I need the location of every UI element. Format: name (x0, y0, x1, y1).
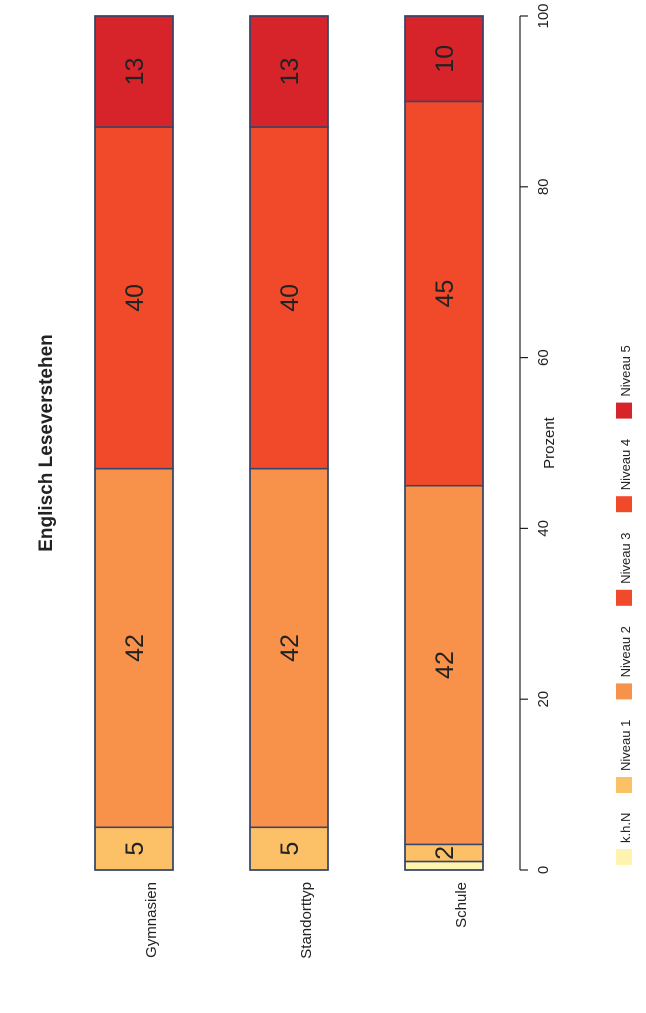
bar-value-label: 40 (276, 284, 304, 312)
bar-value-label: 10 (431, 45, 459, 73)
legend-label: Niveau 1 (618, 720, 633, 771)
legend-swatch (616, 683, 632, 700)
bar-value-label: 40 (121, 284, 149, 312)
bar-outline (249, 15, 329, 871)
axis-tick-label: 100 (535, 3, 552, 28)
legend: k.h.N Niveau 1 Niveau 2 Niveau 3 Niveau 4 Niv… (616, 345, 633, 865)
bar-segment (404, 860, 484, 871)
legend-label: Niveau 5 (618, 345, 633, 396)
bar-value-label: 5 (121, 842, 149, 856)
legend-label: Niveau 3 (618, 532, 633, 583)
bar-outline (404, 15, 484, 871)
bars-group: 5 42 40 13 5 42 40 13 2 42 45 10 (94, 15, 484, 871)
bar-value-label: 42 (431, 651, 459, 679)
legend-swatch (616, 849, 632, 865)
legend-label: Niveau 4 (618, 439, 633, 490)
category-label: Standorttyp (298, 882, 315, 959)
legend-swatch (616, 402, 632, 419)
bar-value-label: 2 (431, 846, 459, 860)
axis-tick-label: 80 (535, 178, 552, 195)
axis-tick-label: 40 (535, 520, 552, 537)
bar-value-label: 42 (276, 634, 304, 662)
bar-value-label: 13 (276, 58, 304, 86)
legend-swatch (616, 496, 632, 513)
x-axis: 0 20 40 60 80 100 (519, 3, 552, 874)
legend-label: Niveau 2 (618, 626, 633, 677)
x-axis-label: Prozent (541, 416, 558, 469)
legend-swatch (616, 589, 632, 606)
rotated-chart: Englisch Leseverstehen 5 42 40 13 5 42 40 13 2 42… (36, 3, 633, 958)
bar-outline (94, 15, 174, 871)
bar-value-label: 45 (431, 280, 459, 308)
bar-value-label: 5 (276, 842, 304, 856)
axis-tick-label: 0 (535, 866, 552, 874)
chart-title: Englisch Leseverstehen (36, 334, 57, 552)
category-labels: Gymnasien Standorttyp Schule (143, 882, 470, 959)
legend-swatch (616, 777, 632, 793)
axis-tick-label: 60 (535, 349, 552, 366)
bar-value-label: 13 (121, 58, 149, 86)
bar-value-label: 42 (121, 634, 149, 662)
category-label: Gymnasien (143, 882, 160, 958)
category-label: Schule (453, 882, 470, 928)
axis-tick-label: 20 (535, 691, 552, 708)
legend-label: k.h.N (618, 813, 633, 843)
